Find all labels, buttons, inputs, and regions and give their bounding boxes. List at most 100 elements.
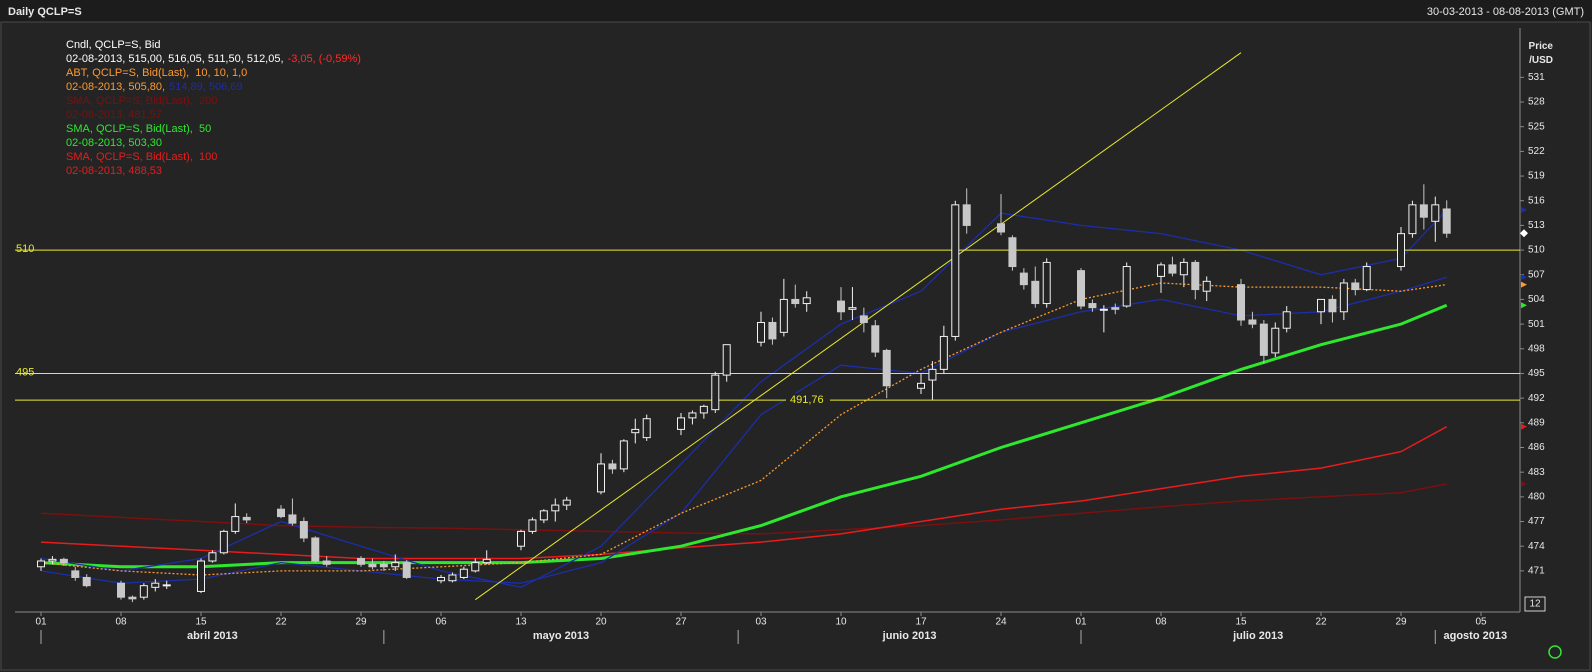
last-price-marker <box>1520 229 1528 238</box>
legend-text: SMA, QCLP=S, Bid(Last), 200 <box>66 95 218 107</box>
candle-body <box>1179 261 1188 276</box>
plot-area <box>15 52 1520 603</box>
level-label: 510 <box>16 243 34 255</box>
candle-body <box>837 300 845 313</box>
candle-body <box>562 499 571 506</box>
y-tick-label: 489 <box>1528 417 1545 428</box>
frame <box>0 21 1591 671</box>
legend: Cndl, QCLP=S, Bid 02-08-2013, 515,00, 516… <box>66 38 365 178</box>
candle-body <box>1408 204 1417 235</box>
legend-text: SMA, QCLP=S, Bid(Last), 100 <box>66 151 218 163</box>
candle-body <box>162 584 171 587</box>
candle-body <box>1339 282 1348 313</box>
candle-body <box>1019 272 1028 286</box>
candle-body <box>928 368 937 381</box>
candle-body <box>1111 307 1120 310</box>
candle-body <box>757 321 765 343</box>
candle-body <box>1362 266 1371 291</box>
x-tick-label: 22 <box>275 617 287 628</box>
candle-body <box>1282 311 1291 329</box>
level-label: 495 <box>16 366 34 378</box>
candle-body <box>357 558 365 565</box>
candle-body <box>608 463 617 470</box>
x-tick-label: 08 <box>115 617 127 628</box>
date-range: 30-03-2013 - 08-08-2013 (GMT) <box>1427 6 1584 18</box>
candle-body <box>391 562 400 568</box>
legend-line: 02-08-2013, 488,53 <box>66 164 365 178</box>
candle-body <box>1191 261 1200 291</box>
month-label: abril 2013 <box>187 630 238 642</box>
x-tick-label: 01 <box>35 617 47 628</box>
x-tick-label: 24 <box>995 617 1007 628</box>
candle-body <box>791 298 800 305</box>
candle-body <box>1202 280 1211 292</box>
status-icon[interactable] <box>1548 645 1562 659</box>
legend-text: -3,05, (-0,59%) <box>287 53 361 65</box>
candle-body <box>471 562 480 572</box>
candle-body <box>1442 208 1451 234</box>
candle-body <box>859 315 868 323</box>
month-label: mayo 2013 <box>533 630 589 642</box>
legend-text: ABT, QCLP=S, Bid(Last), 10, 10, 1,0 <box>66 67 248 79</box>
y-tick-label: 501 <box>1528 319 1545 330</box>
legend-text: SMA, QCLP=S, Bid(Last), 50 <box>66 123 212 135</box>
candle-body <box>151 582 160 588</box>
level-label-bg <box>786 393 830 408</box>
month-label: julio 2013 <box>1232 630 1283 642</box>
last-value-marker <box>1521 302 1527 309</box>
candle-body <box>939 335 948 370</box>
candle-body <box>871 325 880 353</box>
candle-body <box>59 558 68 564</box>
candle-body <box>768 321 777 340</box>
candle-body <box>1122 266 1131 307</box>
candle-body <box>517 530 525 547</box>
candle-body <box>288 514 297 524</box>
legend-line: SMA, QCLP=S, Bid(Last), 200 <box>66 94 365 108</box>
candle-body <box>631 428 640 434</box>
legend-line: 02-08-2013, 503,30 <box>66 136 365 150</box>
x-tick-label: 29 <box>355 617 367 628</box>
month-label: junio 2013 <box>882 630 937 642</box>
last-value-marker <box>1521 423 1527 430</box>
legend-line: SMA, QCLP=S, Bid(Last), 100 <box>66 150 365 164</box>
legend-line: SMA, QCLP=S, Bid(Last), 50 <box>66 122 365 136</box>
candle-body <box>722 344 731 376</box>
y-tick-label: 510 <box>1528 245 1545 256</box>
y-tick-label: 525 <box>1528 121 1545 132</box>
y-tick-label: 471 <box>1528 566 1545 577</box>
title-bar <box>0 0 1592 22</box>
candle-body <box>688 412 697 419</box>
candle-body <box>917 382 925 389</box>
candle-body <box>231 516 240 532</box>
candle-body <box>551 504 560 512</box>
y-tick-label: 498 <box>1528 343 1545 354</box>
candle-body <box>1031 280 1040 305</box>
x-tick-label: 15 <box>195 617 207 628</box>
candle-body <box>597 463 605 493</box>
candle-body <box>779 298 788 333</box>
corner-box <box>1524 596 1546 612</box>
candle-body <box>368 563 377 568</box>
trend-line <box>474 52 1242 601</box>
candle-body <box>322 560 331 565</box>
y-tick-label: 513 <box>1528 220 1545 231</box>
legend-line: 02-08-2013, 481,57 <box>66 108 365 122</box>
last-value-marker <box>1521 480 1527 487</box>
candle-body <box>482 558 491 564</box>
y-tick-label: 519 <box>1528 171 1545 182</box>
x-tick-label: 29 <box>1395 617 1407 628</box>
y-tick-label: 516 <box>1528 195 1545 206</box>
level-label: 491,76 <box>790 394 824 406</box>
legend-text: 02-08-2013, 488,53 <box>66 165 163 177</box>
legend-text: 02-08-2013, 481,57 <box>66 109 163 121</box>
candle-body <box>1271 327 1280 354</box>
candle-body <box>1317 298 1325 313</box>
candle-body <box>1168 264 1177 274</box>
x-tick-label: 08 <box>1155 617 1167 628</box>
candle-body <box>802 297 811 305</box>
x-tick-label: 20 <box>595 617 607 628</box>
candle-body <box>619 440 628 470</box>
x-tick-label: 27 <box>675 617 687 628</box>
legend-text: 02-08-2013, 503,30 <box>66 137 163 149</box>
candle-body <box>1077 270 1085 307</box>
